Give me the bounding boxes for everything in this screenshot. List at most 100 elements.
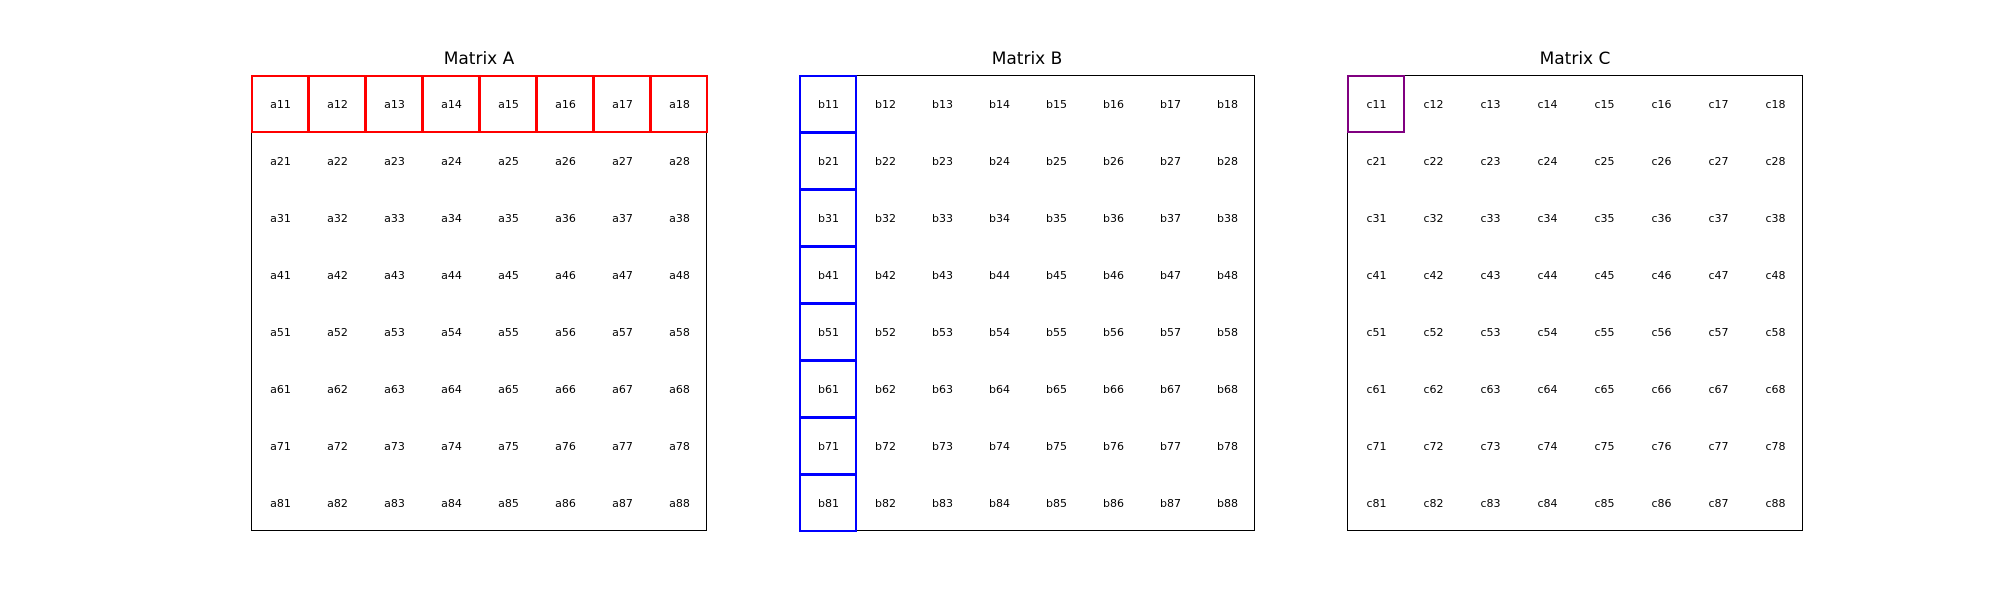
matrix-b-cell: b65 bbox=[1046, 383, 1067, 396]
matrix-c-cell: c78 bbox=[1765, 440, 1786, 453]
matrix-b-cell: b56 bbox=[1103, 326, 1124, 339]
matrix-b-cell: b87 bbox=[1160, 497, 1181, 510]
matrix-b-cell: b72 bbox=[875, 440, 896, 453]
matrix-b-cell: b26 bbox=[1103, 155, 1124, 168]
matrix-c-cell: c54 bbox=[1537, 326, 1558, 339]
matrix-c-cell: c25 bbox=[1594, 155, 1615, 168]
matrix-a-cell: a13 bbox=[384, 98, 405, 111]
matrix-a-cell: a78 bbox=[669, 440, 690, 453]
matrix-b-cell: b32 bbox=[875, 212, 896, 225]
matrix-b-cell: b25 bbox=[1046, 155, 1067, 168]
matrix-c-cell: c53 bbox=[1480, 326, 1501, 339]
matrix-a-cell: a45 bbox=[498, 269, 519, 282]
matrix-b-cell: b84 bbox=[989, 497, 1010, 510]
matrix-c-cell: c36 bbox=[1651, 212, 1672, 225]
matrix-a-cell: a66 bbox=[555, 383, 576, 396]
matrix-b-cell: b71 bbox=[818, 440, 839, 453]
matrix-c-cell: c44 bbox=[1537, 269, 1558, 282]
matrix-a-cell: a64 bbox=[441, 383, 462, 396]
matrix-b-cell: b57 bbox=[1160, 326, 1181, 339]
matrix-a-cell: a21 bbox=[270, 155, 291, 168]
matrix-a-cell: a31 bbox=[270, 212, 291, 225]
matrix-a-cell: a37 bbox=[612, 212, 633, 225]
matrix-b-cell: b31 bbox=[818, 212, 839, 225]
matrix-a-cell: a58 bbox=[669, 326, 690, 339]
matrix-c-cell: c13 bbox=[1480, 98, 1501, 111]
matrix-b-cell: b85 bbox=[1046, 497, 1067, 510]
matrix-b-cell: b75 bbox=[1046, 440, 1067, 453]
matrix-b-cell: b22 bbox=[875, 155, 896, 168]
matrix-c-cell: c22 bbox=[1423, 155, 1444, 168]
matrix-a-cell: a24 bbox=[441, 155, 462, 168]
matrix-b-cell: b18 bbox=[1217, 98, 1238, 111]
matrix-a-cell: a35 bbox=[498, 212, 519, 225]
matrix-c-cell: c14 bbox=[1537, 98, 1558, 111]
matrix-a-cell: a16 bbox=[555, 98, 576, 111]
matrix-c-cell: c52 bbox=[1423, 326, 1444, 339]
matrix-c-cell: c66 bbox=[1651, 383, 1672, 396]
matrix-c-cell: c85 bbox=[1594, 497, 1615, 510]
matrix-b-title: Matrix B bbox=[991, 49, 1063, 69]
matrix-a-cell: a52 bbox=[327, 326, 348, 339]
matrix-c-cell: c76 bbox=[1651, 440, 1672, 453]
matrix-a-cell: a26 bbox=[555, 155, 576, 168]
matrix-c-cell: c84 bbox=[1537, 497, 1558, 510]
matrix-c-cell: c12 bbox=[1423, 98, 1444, 111]
matrix-b-cell: b83 bbox=[932, 497, 953, 510]
matrix-c-cell: c11 bbox=[1366, 98, 1387, 111]
matrix-a-cell: a68 bbox=[669, 383, 690, 396]
matrix-c-cell: c47 bbox=[1708, 269, 1729, 282]
matrix-c-cell: c55 bbox=[1594, 326, 1615, 339]
matrix-a-cell: a48 bbox=[669, 269, 690, 282]
matrix-c-cell: c83 bbox=[1480, 497, 1501, 510]
matrix-c-cell: c26 bbox=[1651, 155, 1672, 168]
matrix-a-cell: a85 bbox=[498, 497, 519, 510]
matrix-a-cell: a81 bbox=[270, 497, 291, 510]
matrix-b-cell: b64 bbox=[989, 383, 1010, 396]
matrix-a-cell: a75 bbox=[498, 440, 519, 453]
matrix-a-cell: a34 bbox=[441, 212, 462, 225]
matrix-c-cell: c28 bbox=[1765, 155, 1786, 168]
matrix-a-cell: a62 bbox=[327, 383, 348, 396]
matrix-c-cell: c48 bbox=[1765, 269, 1786, 282]
matrix-b-cell: b11 bbox=[818, 98, 839, 111]
matrix-c-cell: c74 bbox=[1537, 440, 1558, 453]
matrix-b-cell: b86 bbox=[1103, 497, 1124, 510]
matrix-b-cell: b14 bbox=[989, 98, 1010, 111]
matrix-a-cell: a43 bbox=[384, 269, 405, 282]
matrix-b-cell: b36 bbox=[1103, 212, 1124, 225]
matrix-b-cell: b77 bbox=[1160, 440, 1181, 453]
matrix-c-cell: c67 bbox=[1708, 383, 1729, 396]
matrix-a-cell: a51 bbox=[270, 326, 291, 339]
matrix-a-cell: a53 bbox=[384, 326, 405, 339]
matrix-b-cell: b66 bbox=[1103, 383, 1124, 396]
matrix-a-cell: a72 bbox=[327, 440, 348, 453]
matrix-a-cell: a14 bbox=[441, 98, 462, 111]
matrix-a-cell: a55 bbox=[498, 326, 519, 339]
matrix-b-cell: b53 bbox=[932, 326, 953, 339]
matrix-b-cell: b12 bbox=[875, 98, 896, 111]
matrix-b-cell: b76 bbox=[1103, 440, 1124, 453]
matrix-a-cell: a18 bbox=[669, 98, 690, 111]
matrix-a-cell: a15 bbox=[498, 98, 519, 111]
matrix-a-cell: a83 bbox=[384, 497, 405, 510]
matrix-c-cell: c63 bbox=[1480, 383, 1501, 396]
matrix-b-cell: b17 bbox=[1160, 98, 1181, 111]
matrix-a-cell: a36 bbox=[555, 212, 576, 225]
matrix-c-cell: c27 bbox=[1708, 155, 1729, 168]
matrix-a-cell: a56 bbox=[555, 326, 576, 339]
matrix-a-cell: a38 bbox=[669, 212, 690, 225]
matrix-a-cell: a88 bbox=[669, 497, 690, 510]
matrix-b-cell: b13 bbox=[932, 98, 953, 111]
matrix-b-cell: b24 bbox=[989, 155, 1010, 168]
matrix-b-cell: b46 bbox=[1103, 269, 1124, 282]
matrix-a-cell: a71 bbox=[270, 440, 291, 453]
matrix-c-cell: c88 bbox=[1765, 497, 1786, 510]
matrix-b-cell: b51 bbox=[818, 326, 839, 339]
matrix-c-cell: c18 bbox=[1765, 98, 1786, 111]
matrix-c-cell: c21 bbox=[1366, 155, 1387, 168]
matrix-c-cell: c43 bbox=[1480, 269, 1501, 282]
matrix-b-cell: b73 bbox=[932, 440, 953, 453]
matrix-b-cell: b33 bbox=[932, 212, 953, 225]
matrix-b-cell: b35 bbox=[1046, 212, 1067, 225]
